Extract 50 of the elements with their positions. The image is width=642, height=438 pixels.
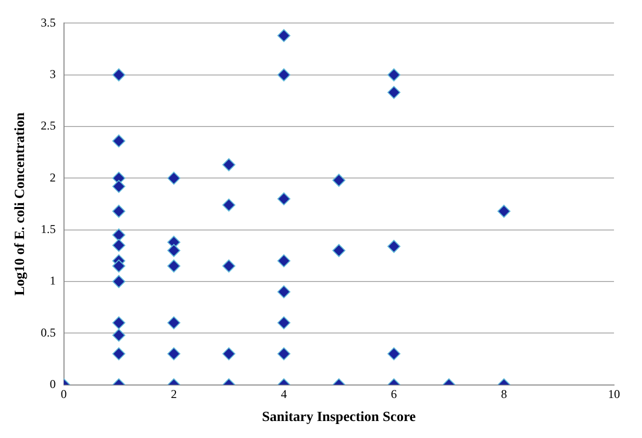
x-tick-label: 4 bbox=[280, 387, 287, 402]
point bbox=[167, 172, 180, 185]
y-tick-label: 0.5 bbox=[40, 325, 56, 340]
x-tick-label: 10 bbox=[608, 387, 620, 402]
point bbox=[112, 316, 126, 330]
point bbox=[277, 347, 290, 360]
x-tick-label: 6 bbox=[390, 387, 397, 402]
point bbox=[112, 204, 126, 218]
point bbox=[222, 158, 236, 172]
x-tick-label: 2 bbox=[170, 387, 177, 402]
point bbox=[112, 274, 126, 288]
point bbox=[387, 347, 400, 360]
point bbox=[167, 259, 180, 272]
x-axis-title: Sanitary Inspection Score bbox=[262, 410, 416, 426]
point bbox=[277, 285, 290, 298]
point bbox=[277, 192, 290, 206]
point bbox=[277, 29, 290, 42]
y-tick-label: 3.5 bbox=[40, 15, 56, 30]
y-tick-label: 3 bbox=[50, 67, 56, 82]
y-axis-title: Log10 of E. coli Concentration bbox=[13, 112, 28, 296]
point bbox=[112, 134, 126, 148]
point bbox=[387, 86, 400, 99]
point bbox=[167, 244, 180, 257]
point bbox=[112, 347, 126, 360]
point bbox=[112, 180, 126, 193]
y-tick-label: 0 bbox=[50, 376, 56, 391]
point bbox=[387, 240, 400, 253]
point bbox=[387, 68, 400, 82]
point bbox=[112, 228, 126, 242]
point bbox=[167, 347, 180, 360]
point bbox=[277, 254, 290, 268]
y-tick-label: 2 bbox=[50, 170, 56, 184]
point bbox=[112, 259, 126, 272]
point bbox=[332, 244, 346, 257]
point bbox=[112, 328, 126, 342]
x-tick-label: 8 bbox=[500, 387, 507, 402]
y-tick-label: 1.5 bbox=[40, 222, 56, 236]
point bbox=[277, 316, 290, 330]
point bbox=[222, 259, 236, 272]
point bbox=[222, 198, 236, 212]
point bbox=[222, 347, 236, 360]
point bbox=[112, 238, 126, 252]
point bbox=[277, 68, 290, 82]
point bbox=[332, 174, 346, 187]
point bbox=[112, 68, 126, 82]
x-tick-label: 0 bbox=[60, 387, 67, 402]
y-tick-label: 1 bbox=[50, 274, 56, 288]
y-tick-label: 2.5 bbox=[40, 118, 56, 133]
point bbox=[167, 316, 180, 330]
point bbox=[497, 204, 510, 218]
